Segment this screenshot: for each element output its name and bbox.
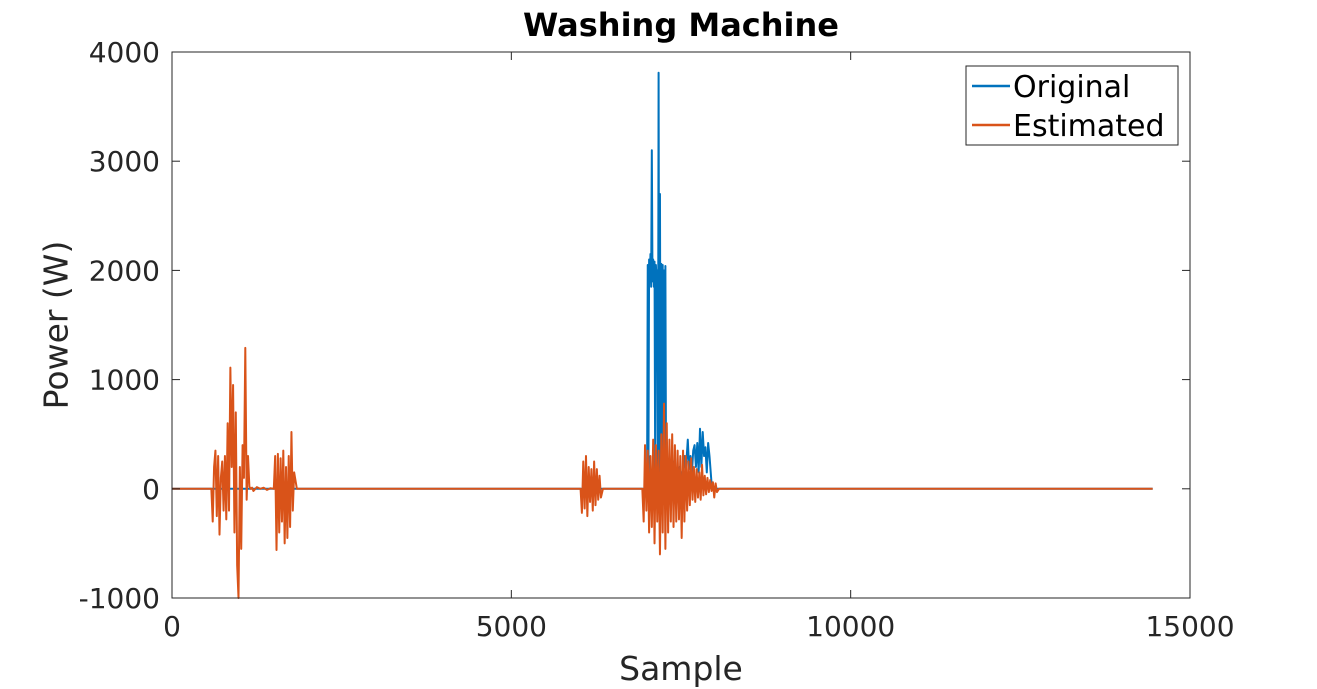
- y-tick-label: 1000: [89, 364, 160, 397]
- series-layer: [172, 71, 1153, 599]
- legend-box: [965, 65, 1179, 146]
- series-line-estimated: [172, 346, 1153, 599]
- x-tick-label: 15000: [1145, 610, 1234, 643]
- legend-label-estimated: Estimated: [1013, 109, 1165, 144]
- chart-title: Washing Machine: [523, 6, 839, 44]
- y-tick-label: 0: [142, 473, 160, 506]
- x-tick-label: 5000: [476, 610, 547, 643]
- x-tick-label: 10000: [806, 610, 895, 643]
- y-tick-label: 4000: [89, 36, 160, 69]
- x-tick-label: 0: [163, 610, 181, 643]
- plot-frame: [171, 51, 1191, 599]
- y-tick-label: 3000: [89, 145, 160, 178]
- x-axis-label: Sample: [619, 649, 743, 688]
- y-tick-label: 2000: [89, 254, 160, 287]
- legend: Original Estimated: [965, 65, 1179, 146]
- y-axis-label: Power (W): [37, 241, 76, 410]
- legend-label-original: Original: [1013, 70, 1130, 105]
- y-tick-label: -1000: [79, 582, 160, 615]
